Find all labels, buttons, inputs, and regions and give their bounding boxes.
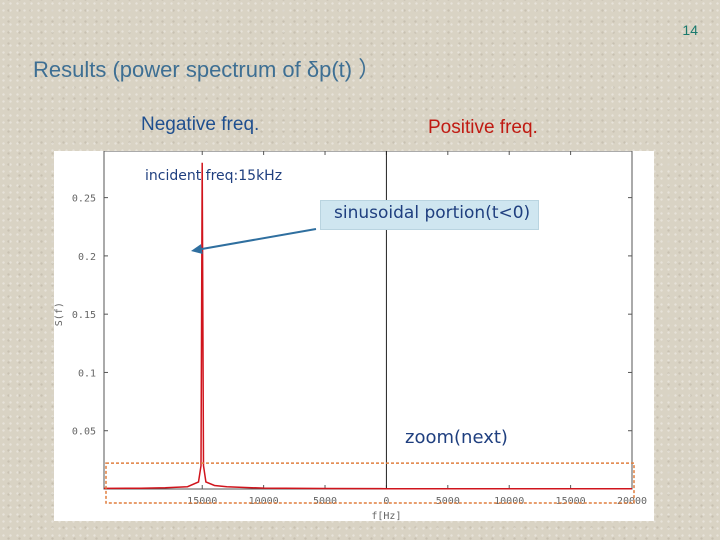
x-tick-label-6: 15000	[556, 496, 586, 507]
y-axis-label: S(f)	[54, 302, 65, 326]
power-spectrum-chart: 15000 10000 5000 0 5000 10000 15000 20000 0.05 0.…	[54, 151, 647, 521]
y-tick-label-3: 0.2	[78, 252, 96, 263]
x-tick-label-2: 5000	[313, 496, 337, 507]
x-tick-label-5: 10000	[494, 496, 524, 507]
positive-freq-label: Positive freq.	[428, 117, 538, 138]
incident-arrow-head	[191, 244, 203, 255]
y-tick-label-2: 0.15	[72, 310, 96, 321]
x-tick-label-1: 10000	[249, 496, 279, 507]
negative-freq-label: Negative freq.	[141, 114, 260, 135]
y-tick-label-0: 0.05	[72, 427, 96, 438]
sinusoidal-portion-label: sinusoidal portion(t<0)	[320, 200, 540, 230]
incident-freq-label: incident freq:15kHz	[145, 168, 283, 184]
zoom-next-label: zoom(next)	[405, 427, 508, 448]
x-tick-label-7: 20000	[617, 496, 647, 507]
x-axis-label: f[Hz]	[371, 511, 401, 521]
incident-arrow	[198, 228, 317, 251]
x-tick-label-0: 15000	[187, 496, 217, 507]
x-tick-label-4: 5000	[436, 496, 460, 507]
x-tick-label-3: 0	[383, 496, 389, 507]
spectrum-line	[103, 162, 632, 490]
y-tick-label-4: 0.25	[72, 194, 96, 205]
page-number: 14	[682, 22, 698, 38]
slide-title: Results (power spectrum of δp(t) ）	[33, 57, 381, 82]
zoom-region-box	[105, 462, 635, 504]
y-tick-label-1: 0.1	[78, 368, 96, 379]
